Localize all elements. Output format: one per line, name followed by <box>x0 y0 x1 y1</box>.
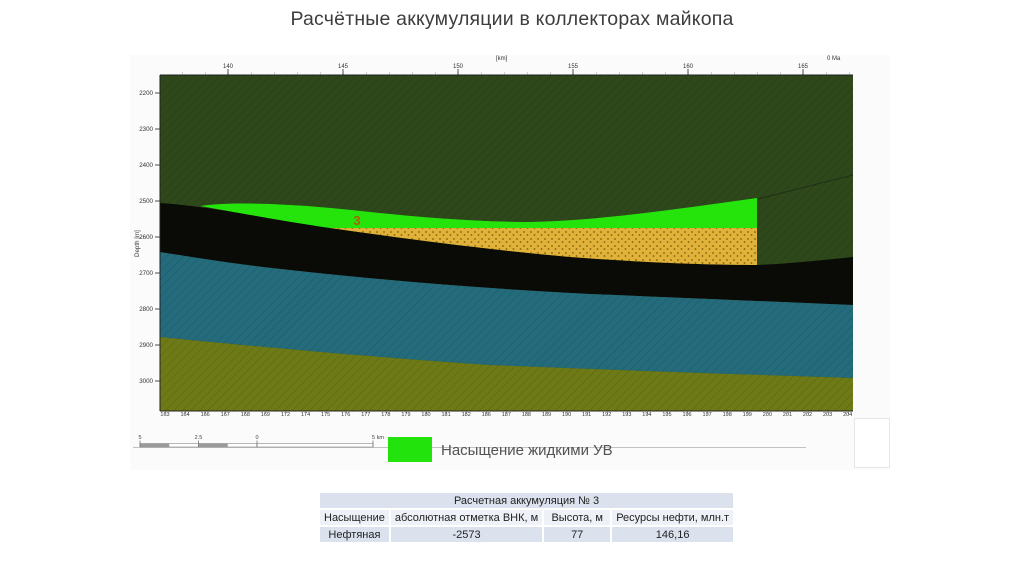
distance-axis-unit: [km] <box>496 56 508 62</box>
trace-tick-label: 190 <box>561 412 572 418</box>
bottom-ticks <box>160 411 853 414</box>
trace-tick-label: 195 <box>662 412 672 418</box>
trace-tick-label: 167 <box>220 412 230 418</box>
depth-tick: 2600 <box>139 234 153 241</box>
horizon-line <box>757 174 854 200</box>
trace-tick-label: 174 <box>300 412 311 418</box>
trace-tick-label: 203 <box>822 412 833 418</box>
distance-tick-label: 165 <box>797 64 808 70</box>
header-owc-depth: абсолютная отметка ВНК, м <box>390 510 543 525</box>
age-label: 0 Ma <box>827 56 841 62</box>
trace-tick-label: 177 <box>361 412 371 418</box>
trace-tick-label: 163 <box>160 412 170 418</box>
trace-tick-label: 188 <box>521 412 531 418</box>
accumulation-number-label: 3 <box>353 213 360 228</box>
table-title: Расчетная аккумуляция № 3 <box>320 493 734 508</box>
depth-ticks <box>155 92 160 382</box>
cell-oil-resources: 146,16 <box>612 527 734 542</box>
depth-tick: 3000 <box>139 378 153 385</box>
header-saturation: Насыщение <box>320 510 389 525</box>
cross-section-figure: 3 <box>130 55 890 470</box>
depth-axis-title: Depth [m] <box>134 230 141 257</box>
distance-tick-label: 160 <box>682 64 693 70</box>
scalebar-label: 0 <box>255 435 258 441</box>
geological-cross-section: 3 <box>133 69 854 448</box>
trace-tick-label: 187 <box>501 412 511 418</box>
trace-tick-label: 193 <box>622 412 632 418</box>
depth-tick: 2300 <box>139 126 153 133</box>
accumulation-table: Расчетная аккумуляция № 3 Насыщение абсо… <box>318 491 735 544</box>
cell-owc-depth: -2573 <box>390 527 543 542</box>
scalebar-label: 5 <box>138 435 141 441</box>
trace-axis-labels: 163 164 166 167 168 169 172 174 175 176 177 178 179 1… <box>160 412 853 419</box>
scalebar-label: 5 km <box>372 435 384 441</box>
trace-tick-label: 197 <box>702 412 712 418</box>
scale-bar: 5 2.5 0 5 km <box>133 435 806 448</box>
cell-saturation: Нефтяная <box>320 527 389 542</box>
distance-tick-label: 145 <box>337 64 348 70</box>
depth-tick: 2900 <box>139 342 153 349</box>
depth-tick: 2500 <box>139 198 153 205</box>
header-height: Высота, м <box>544 510 611 525</box>
trace-tick-label: 179 <box>401 412 411 418</box>
trace-tick-label: 175 <box>321 412 331 418</box>
trace-tick-label: 176 <box>341 412 351 418</box>
trace-tick-label: 194 <box>642 412 652 418</box>
table-row: Нефтяная -2573 77 146,16 <box>320 527 734 542</box>
distance-tick-label: 150 <box>452 64 463 70</box>
depth-tick: 2800 <box>139 306 153 313</box>
trace-tick-label: 202 <box>802 412 813 418</box>
trace-tick-label: 172 <box>280 412 291 418</box>
slide-title: Расчётные аккумуляции в коллекторах майк… <box>290 8 734 30</box>
trace-tick-label: 199 <box>742 412 752 418</box>
trace-tick-label: 200 <box>762 412 772 418</box>
distance-tick-label: 140 <box>222 64 233 70</box>
trace-tick-label: 196 <box>682 412 692 418</box>
trace-tick-label: 198 <box>722 412 732 418</box>
trace-tick-label: 168 <box>240 412 250 418</box>
axes: 2200 2300 2400 2500 2600 2700 2800 2900 … <box>134 69 853 414</box>
depth-tick-labels: 2200 2300 2400 2500 2600 2700 2800 2900 … <box>139 90 153 385</box>
header-oil-resources: Ресурсы нефти, млн.т <box>612 510 734 525</box>
trace-tick-label: 201 <box>782 412 793 418</box>
trace-tick-label: 192 <box>602 412 612 418</box>
table-header-row: Насыщение абсолютная отметка ВНК, м Высо… <box>320 510 734 525</box>
trace-tick-label: 186 <box>481 412 491 418</box>
trace-tick-label: 189 <box>541 412 552 418</box>
cell-height: 77 <box>544 527 611 542</box>
trace-tick-label: 191 <box>582 412 592 418</box>
trace-tick-label: 178 <box>381 412 391 418</box>
distance-axis-labels: 140 145 150 155 160 165 <box>218 64 813 70</box>
legend-label: Насыщение жидкими УВ <box>441 442 613 459</box>
scalebar-label: 2.5 <box>195 435 203 441</box>
trace-tick-label: 166 <box>200 412 210 418</box>
depth-tick: 2700 <box>139 270 153 277</box>
legend-swatch <box>388 437 432 462</box>
depth-tick: 2200 <box>139 90 153 97</box>
trace-tick-label: 164 <box>180 412 190 418</box>
top-major-ticks <box>227 69 804 75</box>
distance-tick-label: 155 <box>567 64 578 70</box>
trace-tick-label: 181 <box>441 412 451 418</box>
trace-tick-label: 180 <box>421 412 431 418</box>
trace-tick-label: 182 <box>461 412 471 418</box>
blank-overlay-box <box>854 418 890 468</box>
trace-tick-label: 169 <box>260 412 270 418</box>
depth-tick: 2400 <box>139 162 153 169</box>
trace-tick-label: 204 <box>843 412 853 418</box>
top-minor-ticks <box>160 72 853 75</box>
